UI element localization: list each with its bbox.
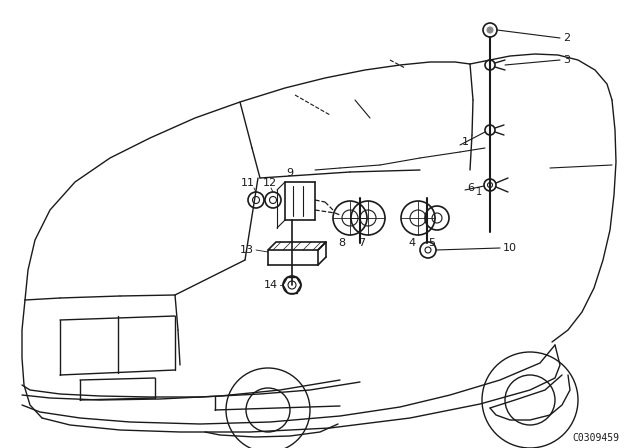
Text: 1: 1 xyxy=(476,187,482,197)
Text: 13: 13 xyxy=(240,245,254,255)
Text: 12: 12 xyxy=(263,178,277,188)
Circle shape xyxy=(487,27,493,33)
Text: 10: 10 xyxy=(503,243,517,253)
Text: 6: 6 xyxy=(467,183,474,193)
Text: C0309459: C0309459 xyxy=(572,433,619,443)
Text: 11: 11 xyxy=(241,178,255,188)
Text: 8: 8 xyxy=(339,238,346,248)
Text: 2: 2 xyxy=(563,33,570,43)
Text: 3: 3 xyxy=(563,55,570,65)
Text: 9: 9 xyxy=(287,168,294,178)
Text: 5: 5 xyxy=(429,238,435,248)
Text: 14: 14 xyxy=(264,280,278,290)
Text: 1: 1 xyxy=(462,137,469,147)
Text: 4: 4 xyxy=(408,238,415,248)
Text: 7: 7 xyxy=(358,238,365,248)
